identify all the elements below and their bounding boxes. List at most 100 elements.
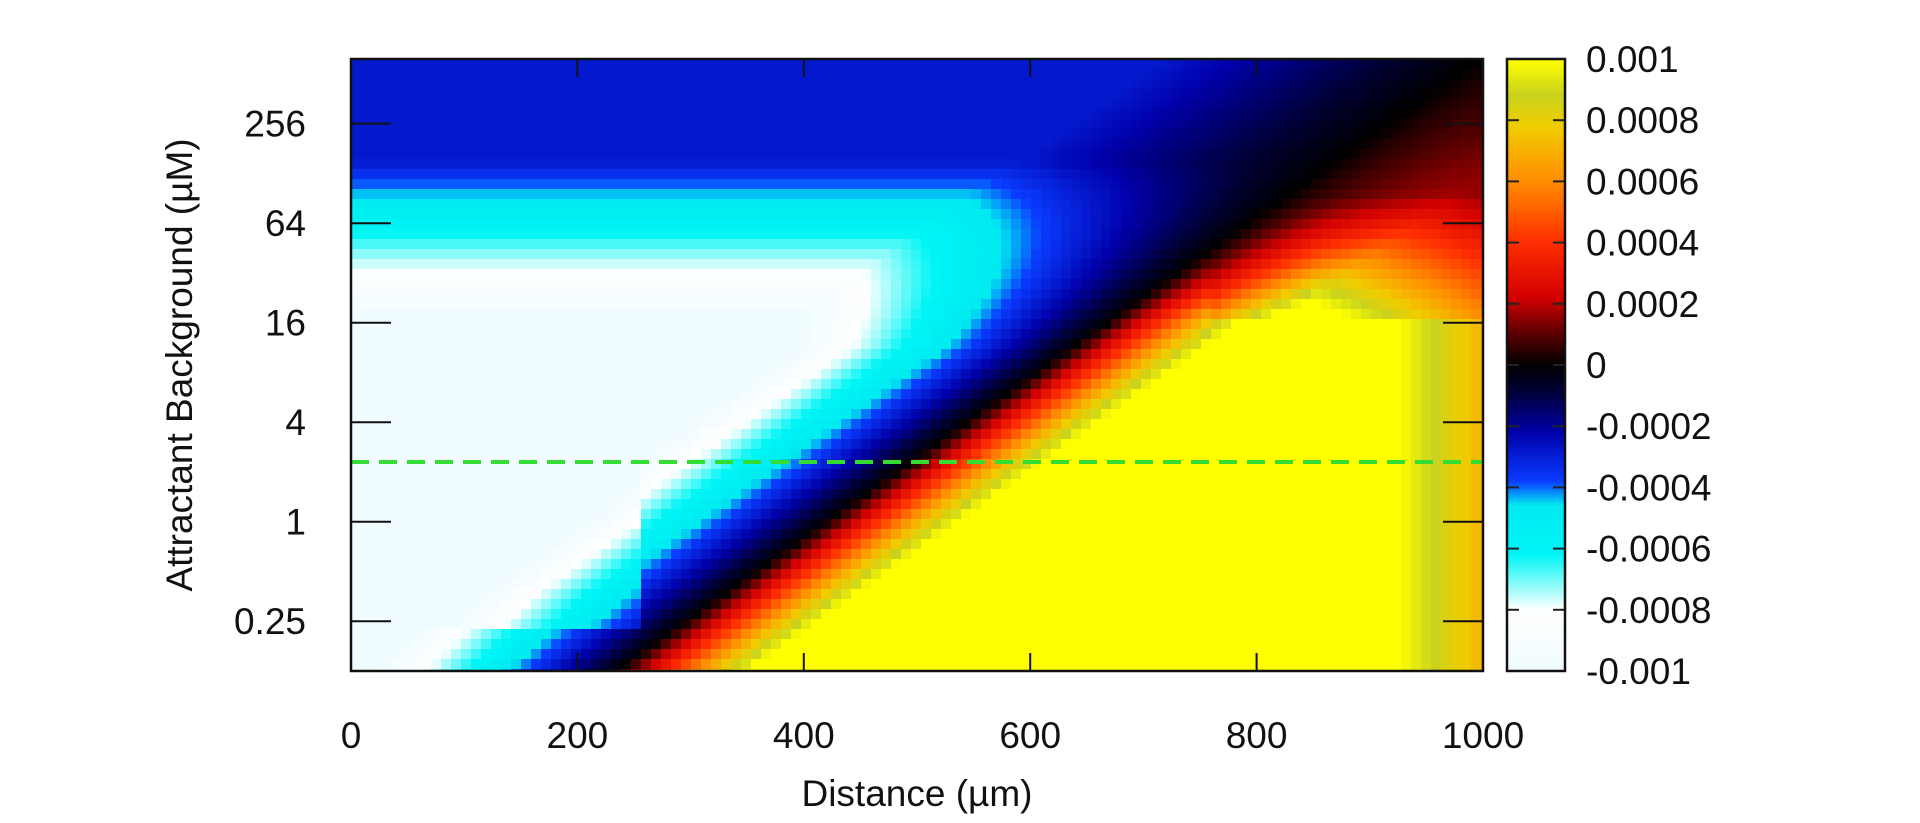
heatmap-cell (371, 79, 382, 90)
heatmap-cell (1211, 109, 1222, 120)
heatmap-cell (681, 469, 692, 480)
heatmap-cell (1351, 359, 1362, 370)
heatmap-cell (801, 179, 812, 190)
heatmap-cell (1291, 89, 1302, 100)
heatmap-cell (1321, 339, 1332, 350)
heatmap-cell (371, 449, 382, 460)
heatmap-cell (921, 419, 932, 430)
heatmap-cell (1211, 309, 1222, 320)
heatmap-cell (1111, 469, 1122, 480)
heatmap-cell (471, 129, 482, 140)
heatmap-cell (871, 299, 882, 310)
heatmap-cell (471, 299, 482, 310)
heatmap-cell (1081, 459, 1092, 470)
heatmap-cell (1181, 449, 1192, 460)
heatmap-cell (1361, 469, 1372, 480)
heatmap-cell (931, 189, 942, 200)
heatmap-cell (1391, 399, 1402, 410)
heatmap-cell (511, 89, 522, 100)
heatmap-cell (471, 139, 482, 150)
heatmap-cell (1171, 339, 1182, 350)
heatmap-cell (1101, 129, 1112, 140)
heatmap-cell (871, 419, 882, 430)
heatmap-cell (1051, 329, 1062, 340)
heatmap-cell (451, 79, 462, 90)
heatmap-cell (771, 409, 782, 420)
heatmap-cell (1321, 249, 1332, 260)
heatmap-cell (671, 219, 682, 230)
heatmap-cell (931, 369, 942, 380)
heatmap-cell (391, 329, 402, 340)
heatmap-cell (1361, 189, 1372, 200)
heatmap-cell (1081, 409, 1092, 420)
heatmap-cell (1131, 109, 1142, 120)
heatmap-cell (1271, 299, 1282, 310)
heatmap-cell (1281, 439, 1292, 450)
heatmap-cell (491, 359, 502, 370)
heatmap-cell (1161, 219, 1172, 230)
heatmap-cell (971, 399, 982, 410)
heatmap-cell (541, 349, 552, 360)
heatmap-cell (741, 349, 752, 360)
heatmap-cell (481, 59, 492, 70)
heatmap-cell (891, 59, 902, 70)
heatmap-cell (431, 469, 442, 480)
heatmap-cell (661, 419, 672, 430)
heatmap-cell (851, 379, 862, 390)
heatmap-cell (1301, 119, 1312, 130)
heatmap-cell (861, 89, 872, 100)
heatmap-cell (1371, 69, 1382, 80)
heatmap-cell (1441, 329, 1452, 340)
heatmap-cell (871, 249, 882, 260)
heatmap-cell (1241, 99, 1252, 110)
heatmap-cell (511, 479, 522, 490)
heatmap-cell (1081, 219, 1092, 230)
heatmap-cell (1411, 149, 1422, 160)
heatmap-cell (871, 99, 882, 110)
heatmap-cell (1061, 79, 1072, 90)
heatmap-cell (741, 179, 752, 190)
heatmap-cell (571, 159, 582, 170)
heatmap-cell (1011, 59, 1022, 70)
heatmap-cell (571, 469, 582, 480)
heatmap-cell (1341, 99, 1352, 110)
heatmap-cell (1181, 419, 1192, 430)
heatmap-cell (1011, 199, 1022, 210)
heatmap-cell (1431, 369, 1442, 380)
heatmap-cell (1371, 269, 1382, 280)
heatmap-cell (711, 479, 722, 490)
heatmap-cell (501, 299, 512, 310)
heatmap-cell (1231, 469, 1242, 480)
heatmap-cell (1401, 169, 1412, 180)
heatmap-cell (831, 369, 842, 380)
heatmap-cell (1181, 259, 1192, 270)
heatmap-cell (1461, 409, 1472, 420)
heatmap-cell (591, 339, 602, 350)
heatmap-cell (941, 229, 952, 240)
heatmap-cell (721, 369, 732, 380)
heatmap-cell (1211, 359, 1222, 370)
heatmap-cell (1161, 329, 1172, 340)
heatmap-cell (561, 59, 572, 70)
heatmap-cell (661, 259, 672, 270)
heatmap-cell (511, 79, 522, 90)
heatmap-cell (1471, 169, 1482, 180)
heatmap-cell (1451, 319, 1462, 330)
heatmap-cell (691, 119, 702, 130)
heatmap-cell (891, 369, 902, 380)
heatmap-cell (1281, 159, 1292, 170)
heatmap-cell (1381, 79, 1392, 90)
heatmap-cell (1141, 339, 1152, 350)
heatmap-cell (661, 189, 672, 200)
heatmap-cell (1091, 189, 1102, 200)
heatmap-cell (1121, 279, 1132, 290)
heatmap-cell (671, 279, 682, 290)
heatmap-cell (1371, 179, 1382, 190)
heatmap-cell (1181, 379, 1192, 390)
heatmap-cell (1011, 269, 1022, 280)
heatmap-cell (1431, 379, 1442, 390)
heatmap-cell (1391, 309, 1402, 320)
heatmap-cell (1331, 139, 1342, 150)
heatmap-cell (1461, 479, 1472, 490)
heatmap-cell (1051, 299, 1062, 310)
